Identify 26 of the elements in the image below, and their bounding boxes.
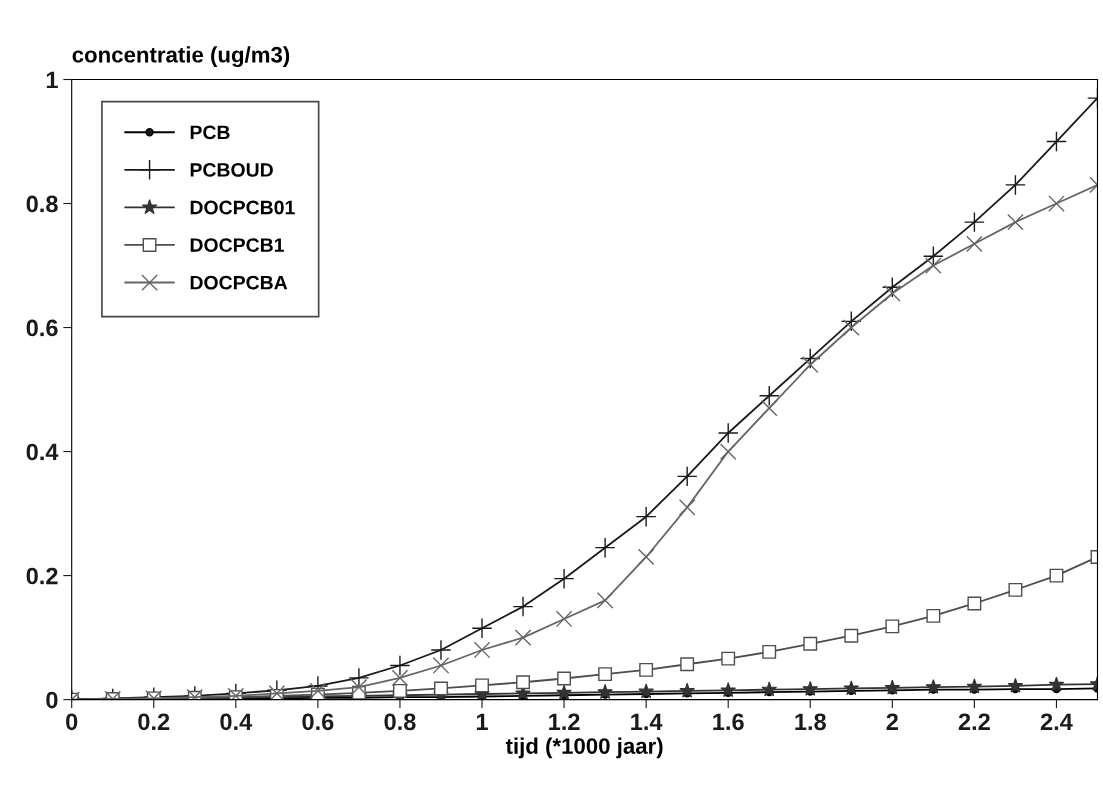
- y-tick-label: 0.8: [26, 195, 58, 213]
- y-tick-label: 0.2: [26, 567, 58, 585]
- legend-label: PCB: [190, 125, 230, 140]
- x-tick-label: 2.4: [1040, 713, 1073, 730]
- x-tick-label: 0.4: [220, 713, 253, 731]
- y-tick-label: 1: [46, 71, 58, 89]
- x-tick-label: 1.8: [795, 713, 826, 731]
- legend-label: DOCPCBA: [190, 275, 288, 290]
- x-axis-title: tijd (*1000 jaar): [505, 737, 663, 759]
- x-tick-label: 2.2: [958, 713, 990, 730]
- x-tick-label: 1.2: [549, 713, 580, 730]
- x-tick-label: 0.2: [138, 713, 170, 731]
- x-tick-label: 0.6: [302, 713, 334, 731]
- y-axis-title: concentratie (ug/m3): [72, 46, 290, 68]
- x-tick-label: 1: [476, 713, 488, 730]
- x-tick-label: 0.8: [384, 713, 416, 731]
- legend-label: PCBOUD: [190, 163, 273, 177]
- legend-label: DOCPCB01: [190, 200, 295, 215]
- legend-label: DOCPCB1: [190, 238, 284, 252]
- x-tick-label: 0: [66, 713, 78, 731]
- x-tick-label: 2: [886, 713, 898, 730]
- x-tick-label: 1.6: [713, 713, 744, 731]
- y-tick-label: 0.6: [26, 319, 58, 337]
- x-tick-label: 1.4: [631, 713, 663, 730]
- y-tick-label: 0.4: [26, 443, 59, 461]
- y-tick-label: 0: [46, 691, 58, 709]
